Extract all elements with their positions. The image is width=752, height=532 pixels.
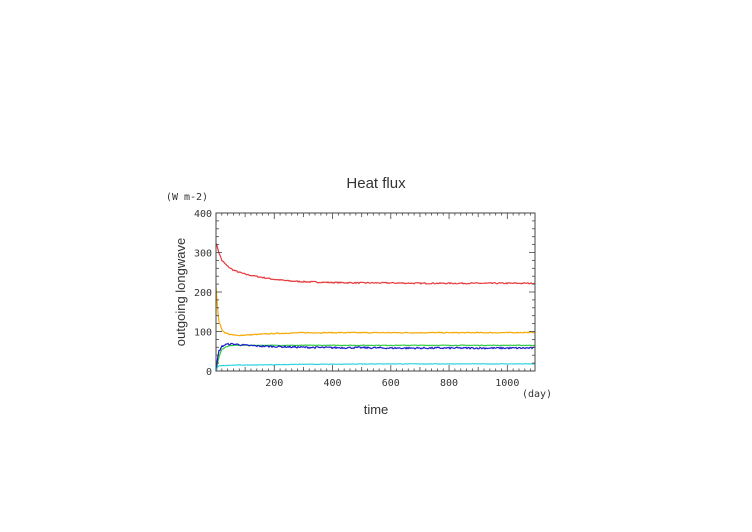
x-tick-label: 600 xyxy=(382,378,400,389)
axis-layer: 200 400 600 800 1000 0 100 200 300 400 xyxy=(194,209,536,389)
x-tick-label: 1000 xyxy=(495,378,519,389)
y-tick-label: 400 xyxy=(194,209,212,220)
series-layer xyxy=(215,243,536,372)
series-line-5 xyxy=(215,363,536,372)
y-tick-label: 300 xyxy=(194,249,212,260)
y-tick-label: 200 xyxy=(194,288,212,299)
x-axis-label: time xyxy=(364,402,389,417)
y-axis-label: outgoing longwave xyxy=(173,238,188,346)
y-unit-label: (W m-2) xyxy=(166,192,208,203)
y-tick-label: 100 xyxy=(194,328,212,339)
series-line-2 xyxy=(215,285,536,337)
series-line-4 xyxy=(215,342,536,371)
chart-title: Heat flux xyxy=(346,175,406,192)
x-tick-label: 800 xyxy=(440,378,458,389)
x-unit-label: (day) xyxy=(522,389,552,400)
x-tick-label: 400 xyxy=(323,378,341,389)
y-tick-label: 0 xyxy=(206,367,212,378)
x-tick-label: 200 xyxy=(265,378,283,389)
series-line-1 xyxy=(215,243,536,285)
series-line-3 xyxy=(215,344,536,371)
